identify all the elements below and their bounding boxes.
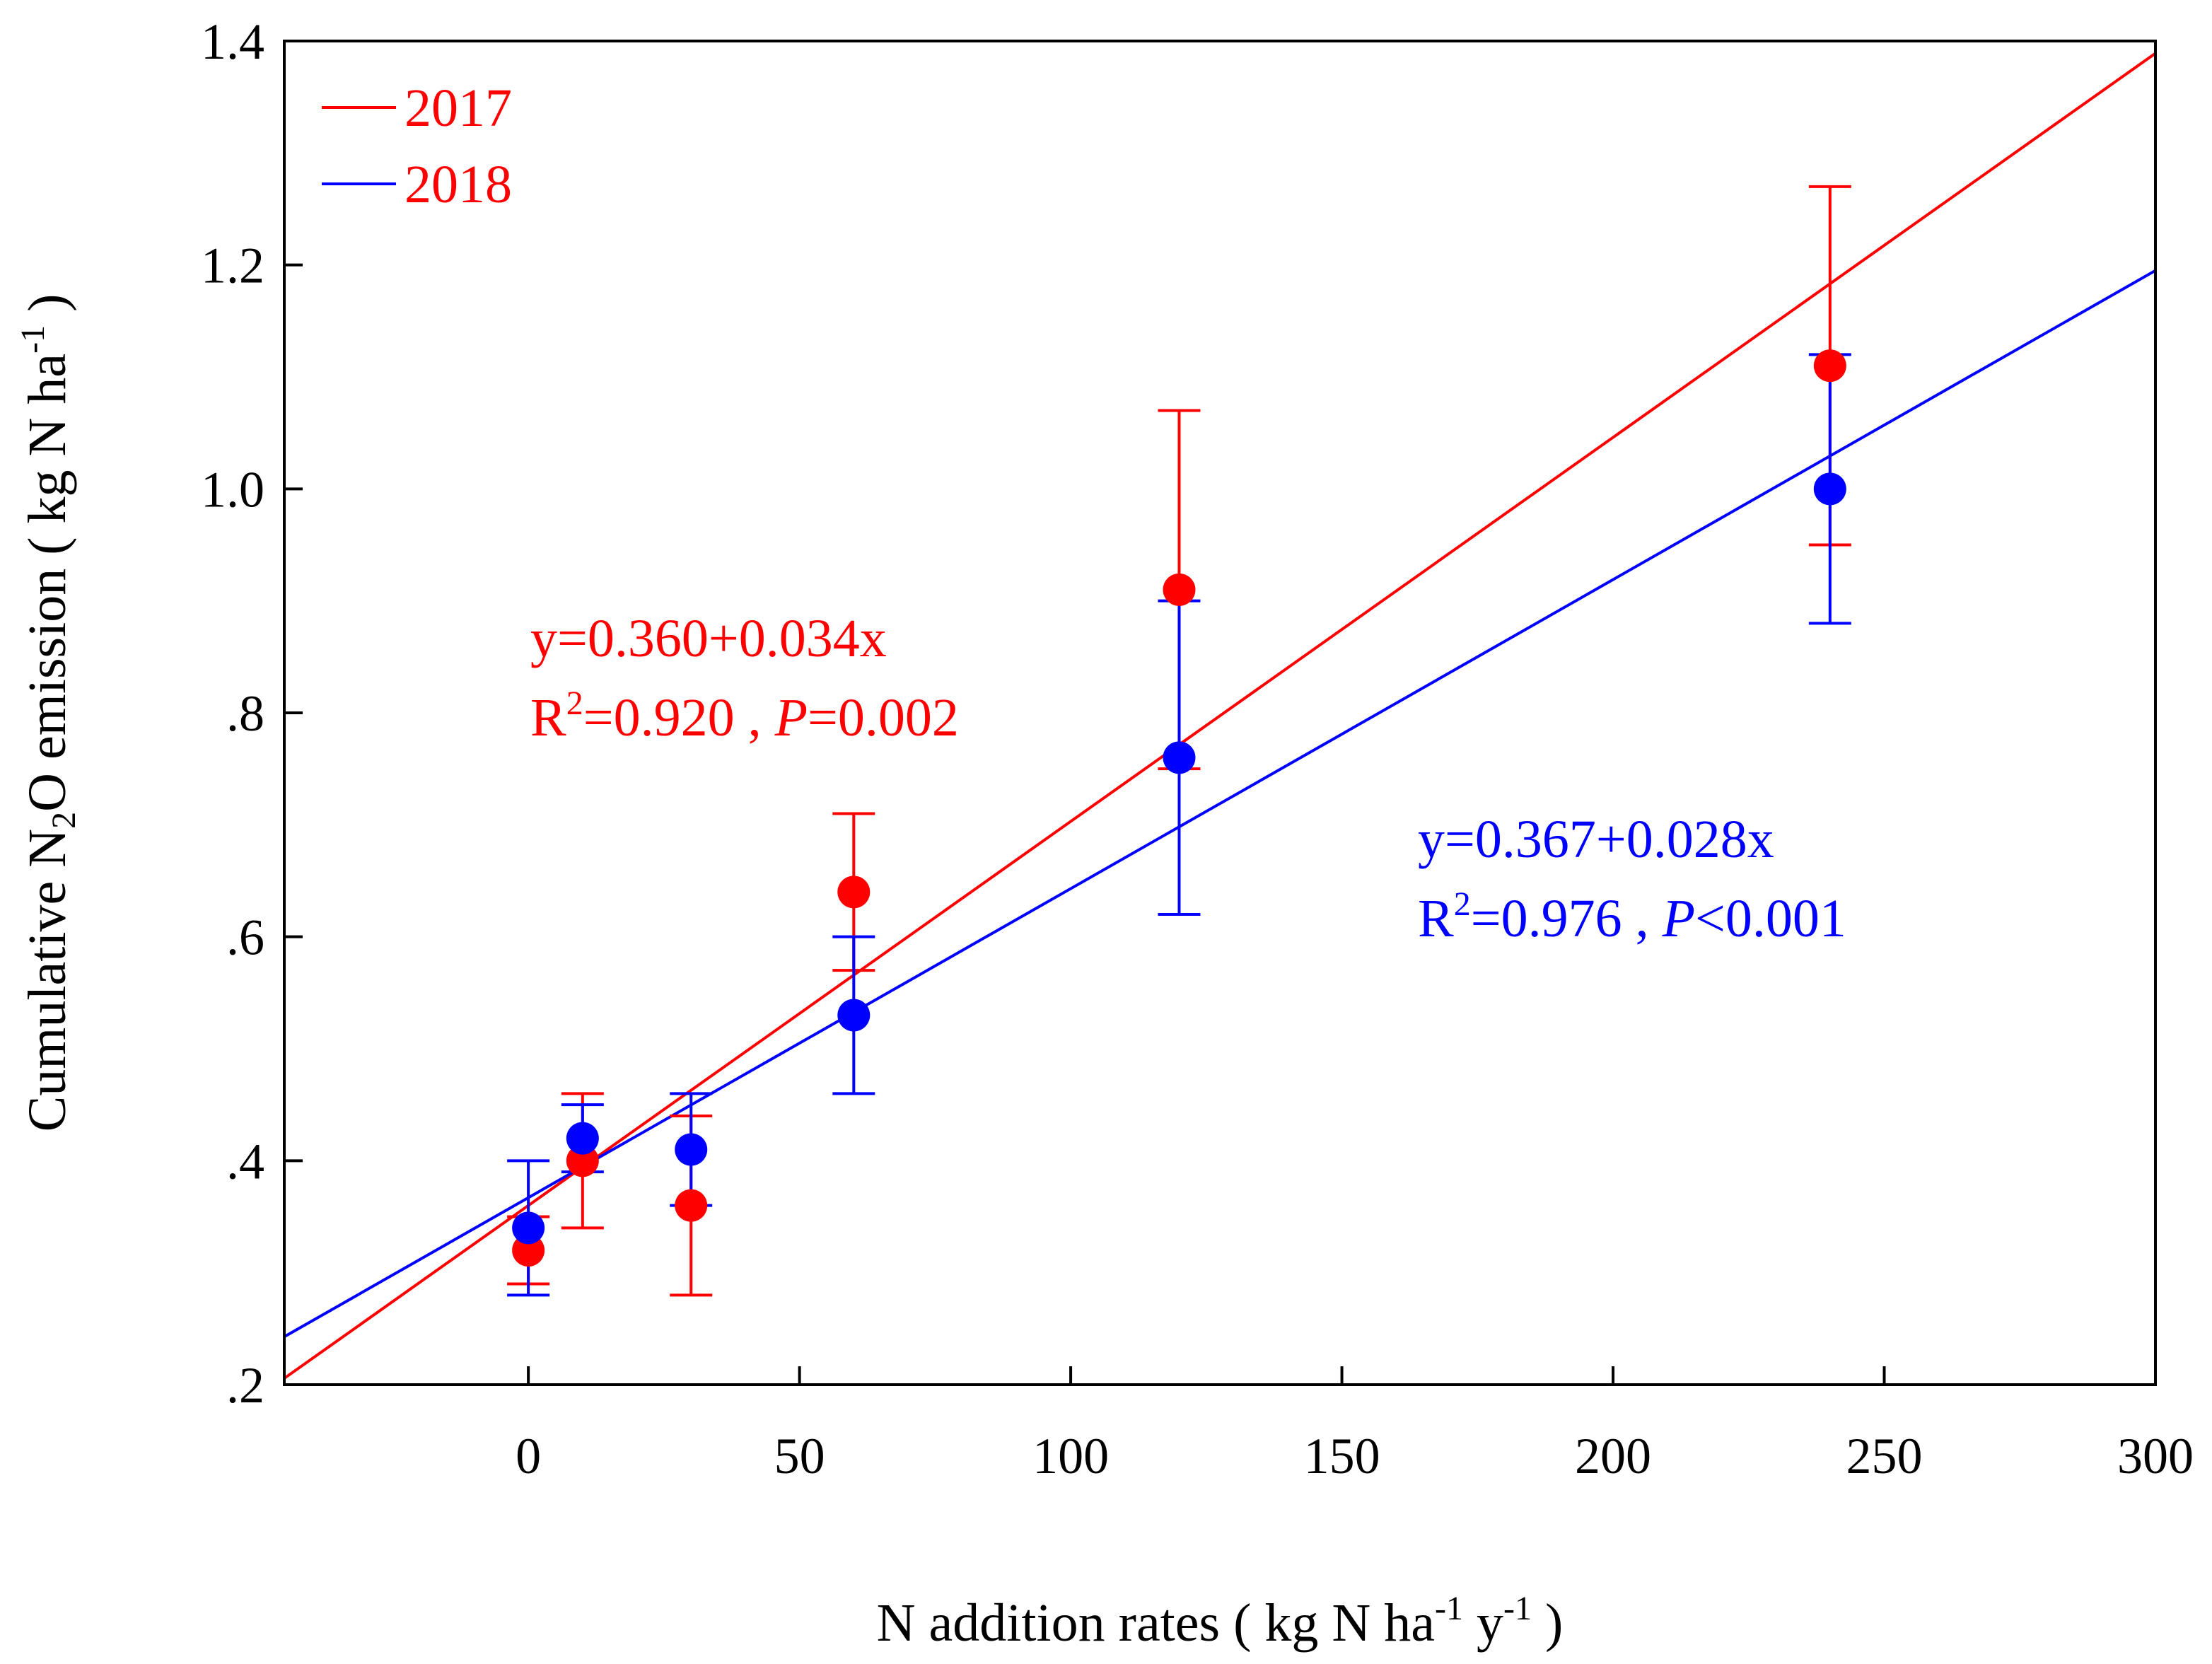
x-tick-label: 50 bbox=[774, 1428, 825, 1484]
y-axis-title-part: ) bbox=[18, 294, 77, 325]
data-point-2018 bbox=[512, 1211, 545, 1245]
stats-2018-part: <0.001 bbox=[1695, 889, 1846, 948]
y-tick-label: .2 bbox=[226, 1357, 264, 1414]
x-axis-title-part: y bbox=[1463, 1593, 1503, 1653]
legend-label-2017: 2017 bbox=[404, 78, 512, 138]
data-point-2018 bbox=[566, 1122, 599, 1155]
stats-2018: R2=0.976 , P<0.001 bbox=[1418, 885, 1846, 948]
data-points bbox=[512, 349, 1846, 1267]
y-axis-title-part: -1 bbox=[14, 325, 52, 354]
y-tick-label: 1.4 bbox=[201, 13, 264, 70]
data-point-2018 bbox=[1163, 741, 1196, 774]
data-point-2018 bbox=[675, 1133, 708, 1166]
y-tick-label: 1.2 bbox=[201, 238, 264, 294]
legend-label-2018: 2018 bbox=[404, 155, 512, 214]
stats-2017-part: P bbox=[774, 688, 808, 747]
equation-2017: y=0.360+0.034x bbox=[530, 609, 887, 668]
stats-2018-part: =0.976 , bbox=[1471, 889, 1663, 948]
x-tick-label: 0 bbox=[516, 1428, 541, 1484]
x-axis-title: N addition rates ( kg N ha-1 y-1 ) bbox=[877, 1590, 1564, 1653]
x-tick-label: 100 bbox=[1032, 1428, 1109, 1484]
y-tick-label: .6 bbox=[226, 909, 264, 966]
data-point-2018 bbox=[1813, 472, 1846, 506]
stats-2017-part: 2 bbox=[566, 685, 583, 722]
stats-2018-part: P bbox=[1662, 889, 1695, 948]
y-axis-title-part: Cumulative N bbox=[18, 829, 77, 1132]
stats-2017-part: =0.002 bbox=[808, 688, 959, 747]
stats-2017: R2=0.920 , P=0.002 bbox=[530, 685, 959, 747]
stats-2018-part: R bbox=[1418, 889, 1454, 948]
data-point-2018 bbox=[837, 999, 871, 1032]
x-axis-title-part: N addition rates ( kg N ha bbox=[877, 1593, 1435, 1653]
y-tick-label: 1.0 bbox=[201, 461, 264, 518]
x-axis-title-part: ) bbox=[1532, 1593, 1563, 1653]
y-tick-label: .8 bbox=[226, 685, 264, 742]
data-point-2017 bbox=[566, 1144, 599, 1177]
stats-2017-part: R bbox=[530, 688, 566, 747]
x-tick-label: 300 bbox=[2117, 1428, 2194, 1484]
data-point-2017 bbox=[512, 1234, 545, 1267]
axes: 0 50 100 150 200 250 300 .2 .4 .6 .8 1.0 1.2 1.4 N add… bbox=[14, 13, 2194, 1653]
y-tick-label: .4 bbox=[226, 1133, 264, 1189]
y-axis-title-part: O emission ( kg N ha bbox=[18, 354, 77, 812]
x-tick-label: 200 bbox=[1575, 1428, 1651, 1484]
data-point-2017 bbox=[837, 875, 871, 909]
stats-2018-part: 2 bbox=[1454, 885, 1471, 923]
x-axis-title-part: -1 bbox=[1435, 1590, 1463, 1627]
x-axis-title-part: -1 bbox=[1503, 1590, 1532, 1627]
x-tick-label: 150 bbox=[1304, 1428, 1380, 1484]
y-axis-title: Cumulative N2O emission ( kg N ha-1 ) bbox=[14, 294, 83, 1132]
data-point-2017 bbox=[1163, 573, 1196, 606]
equation-2018: y=0.367+0.028x bbox=[1418, 810, 1774, 869]
data-point-2017 bbox=[675, 1189, 708, 1222]
stats-2017-part: =0.920 , bbox=[583, 688, 775, 747]
x-tick-label: 250 bbox=[1846, 1428, 1923, 1484]
y-axis-title-part: 2 bbox=[45, 812, 83, 829]
legend: 2017 2018 bbox=[322, 78, 512, 214]
data-point-2017 bbox=[1813, 349, 1846, 383]
